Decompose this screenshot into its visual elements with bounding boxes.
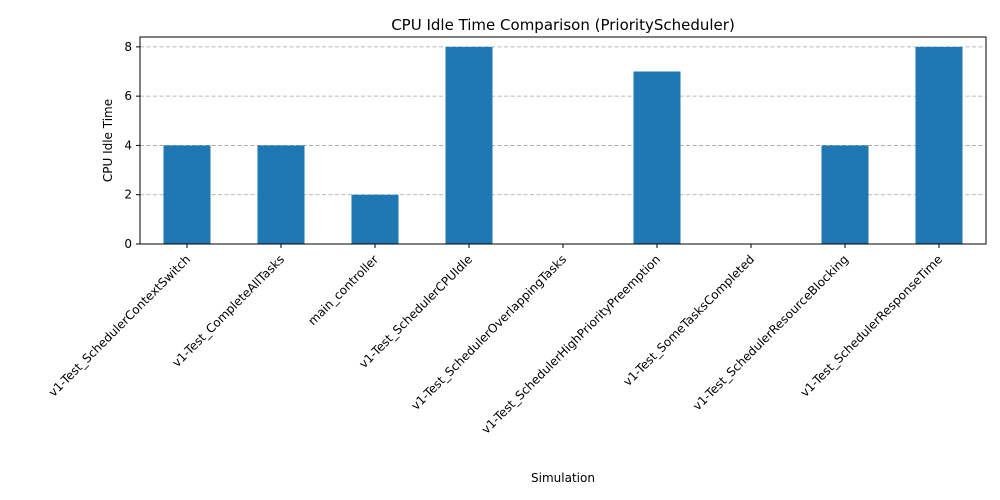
x-tick-label: v1-Test_CompleteAllTasks [169, 252, 287, 370]
bar [445, 46, 493, 244]
y-axis-label: CPU Idle Time [101, 99, 115, 182]
bar [257, 145, 305, 244]
y-tick-label: 0 [124, 237, 132, 251]
x-tick-label: v1-Test_SchedulerHighPriorityPreemption [479, 252, 663, 436]
x-tick-label: v1-Test_SchedulerContextSwitch [46, 252, 193, 399]
x-tick-label: main_controller [305, 252, 381, 328]
y-tick-label: 8 [124, 40, 132, 54]
bars [163, 46, 963, 244]
x-axis-label: Simulation [531, 471, 595, 485]
y-tick-label: 2 [124, 188, 132, 202]
x-tick-label: v1-Test_SchedulerOverlappingTasks [408, 252, 569, 413]
bar [915, 46, 963, 244]
x-tick-label: v1-Test_SchedulerResourceBlocking [690, 252, 851, 413]
chart-title: CPU Idle Time Comparison (PrioritySchedu… [391, 16, 735, 34]
bar [633, 71, 681, 244]
y-tick-label: 4 [124, 138, 132, 152]
bar [163, 145, 211, 244]
y-axis-ticks: 0 2 4 6 8 [124, 40, 140, 251]
y-tick-label: 6 [124, 89, 132, 103]
bar [821, 145, 869, 244]
bar [351, 194, 399, 244]
x-axis-ticks: v1-Test_SchedulerContextSwitchv1-Test_Co… [46, 244, 945, 437]
